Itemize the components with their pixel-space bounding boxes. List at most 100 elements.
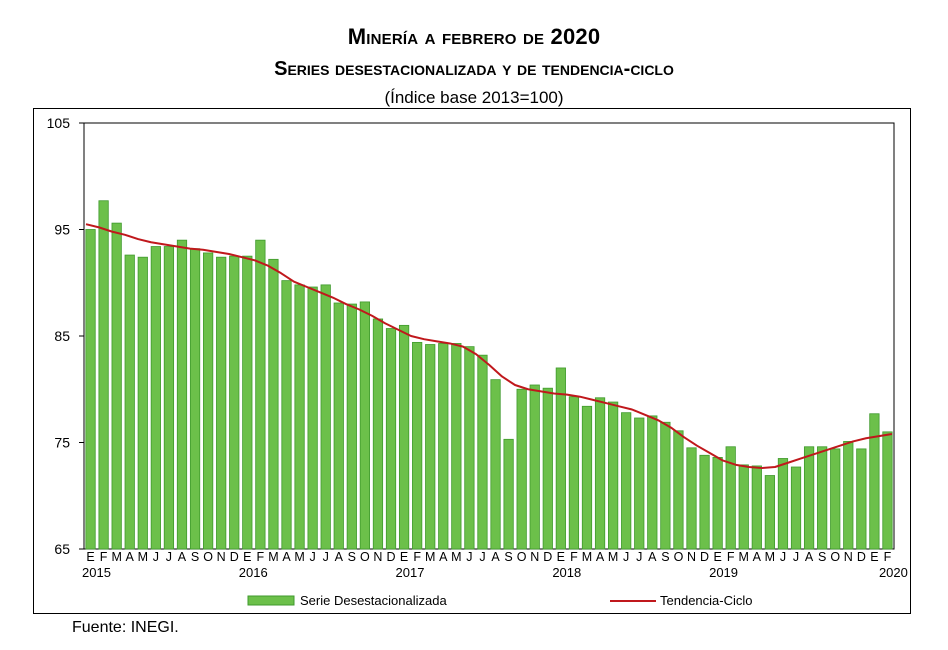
x-tick-label: S (191, 550, 199, 564)
chart-subtitle: Series desestacionalizada y de tendencia… (274, 58, 674, 80)
bar-10 (216, 256, 227, 550)
bar-46 (686, 447, 697, 550)
x-tick-label: M (425, 550, 435, 564)
x-tick-label: J (636, 550, 642, 564)
x-tick-label: A (178, 550, 187, 564)
x-tick-label: J (310, 550, 316, 564)
x-tick-label: O (517, 550, 527, 564)
x-tick-label: N (373, 550, 382, 564)
bar-20 (346, 303, 357, 550)
x-tick-label: D (857, 550, 866, 564)
bar-37 (568, 396, 580, 550)
x-tick-label: M (294, 550, 304, 564)
bar-9 (203, 252, 214, 550)
x-tick-label: S (504, 550, 512, 564)
x-tick-label: O (203, 550, 213, 564)
x-tick-label: O (830, 550, 840, 564)
legend-bar-swatch (247, 595, 295, 606)
x-tick-label: A (753, 550, 762, 564)
x-tick-label: D (700, 550, 709, 564)
x-tick-label: N (217, 550, 226, 564)
y-tick-label: 65 (54, 541, 70, 557)
bar-28 (451, 343, 462, 550)
bar-27 (438, 343, 449, 550)
x-tick-label: O (674, 550, 684, 564)
x-tick-label: D (230, 550, 239, 564)
x-tick-label: M (138, 550, 148, 564)
x-tick-label: E (557, 550, 565, 564)
x-tick-label: N (530, 550, 539, 564)
x-tick-label: D (543, 550, 552, 564)
x-tick-label: A (282, 550, 291, 564)
bar-17 (307, 286, 318, 550)
bar-48 (712, 457, 723, 550)
bar-1 (98, 200, 109, 550)
bar-23 (385, 328, 397, 550)
x-tick-label: E (870, 550, 878, 564)
x-tick-label: M (582, 550, 592, 564)
bar-61 (882, 431, 893, 550)
bar-21 (359, 301, 370, 550)
x-tick-label: J (793, 550, 799, 564)
bar-58 (843, 441, 854, 550)
bar-35 (542, 387, 553, 550)
x-tick-label: F (727, 550, 735, 564)
legend: Serie Desestacionalizada Tendencia-Ciclo (247, 593, 753, 608)
trend-line-group (85, 223, 893, 470)
bar-8 (189, 248, 201, 550)
x-tick-label: F (884, 550, 892, 564)
bar-7 (176, 239, 188, 550)
x-tick-label: S (661, 550, 669, 564)
x-tick-label: J (466, 550, 472, 564)
x-tick-label: O (360, 550, 370, 564)
bar-49 (725, 446, 736, 550)
x-tick-label: J (166, 550, 172, 564)
bar-39 (594, 397, 606, 550)
x-tick-label: S (348, 550, 356, 564)
x-tick-label: E (243, 550, 251, 564)
bar-33 (516, 388, 527, 550)
y-tick-label: 95 (54, 222, 70, 238)
x-tick-label: M (739, 550, 749, 564)
bar-5 (150, 246, 161, 550)
bar-30 (477, 354, 488, 550)
x-tick-label: F (100, 550, 108, 564)
bar-42 (634, 417, 645, 550)
year-label-2020: 2020 (879, 565, 908, 580)
y-tick-label: 85 (54, 328, 70, 344)
chart-subtitle-index: (Índice base 2013=100) (384, 88, 564, 107)
x-tick-label: F (257, 550, 265, 564)
bar-36 (555, 367, 566, 550)
x-tick-label: J (323, 550, 329, 564)
bar-0 (85, 229, 96, 550)
bar-15 (281, 280, 292, 550)
bar-6 (163, 246, 175, 550)
bar-38 (581, 405, 593, 550)
bar-43 (647, 415, 658, 550)
bar-57 (830, 448, 841, 550)
x-tick-label: A (439, 550, 448, 564)
bars-group (85, 200, 893, 550)
year-label-2016: 2016 (239, 565, 268, 580)
bar-41 (621, 412, 632, 550)
x-tick-label: F (413, 550, 421, 564)
x-tick-label: A (126, 550, 135, 564)
trend-line (85, 223, 893, 470)
bar-22 (372, 318, 384, 550)
bar-55 (803, 446, 815, 550)
x-tick-label: N (687, 550, 696, 564)
x-tick-label: J (153, 550, 159, 564)
chart-title: Minería a febrero de 2020 (347, 24, 601, 49)
x-tick-label: E (713, 550, 721, 564)
bar-29 (464, 346, 475, 550)
bar-32 (503, 438, 514, 550)
bar-18 (320, 284, 331, 550)
bar-13 (255, 239, 266, 550)
bar-51 (751, 465, 762, 550)
bar-4 (137, 256, 148, 550)
bar-60 (869, 413, 880, 550)
x-tick-label: J (479, 550, 485, 564)
x-tick-label: E (400, 550, 408, 564)
bar-24 (398, 324, 410, 550)
chart-frame (33, 108, 911, 614)
